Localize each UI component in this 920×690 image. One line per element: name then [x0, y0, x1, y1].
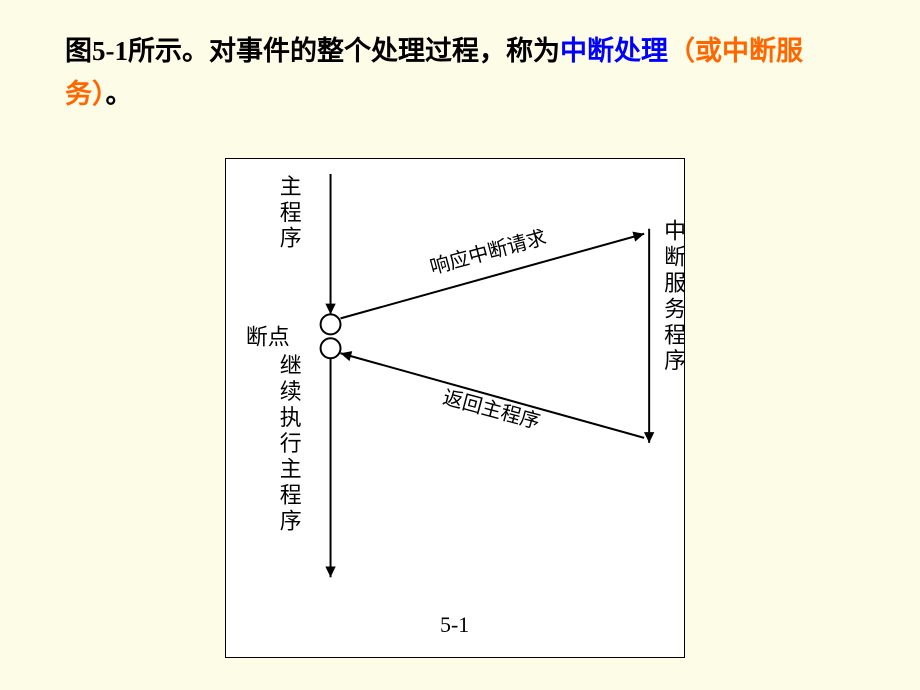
svg-text:执: 执: [280, 405, 302, 430]
svg-text:务: 务: [664, 296, 684, 321]
svg-text:响应中断请求: 响应中断请求: [427, 226, 548, 279]
title-paragraph: 图5-1所示。对事件的整个处理过程，称为中断处理（或中断服务）。: [65, 30, 860, 116]
interrupt-flow-diagram: 主程序断点继续执行主程序中断服务程序响应中断请求返回主程序5-1: [226, 159, 684, 657]
svg-text:主: 主: [280, 457, 302, 482]
svg-text:程: 程: [280, 483, 302, 508]
svg-text:序: 序: [280, 508, 302, 533]
svg-text:主: 主: [280, 174, 302, 199]
svg-text:程: 程: [664, 322, 684, 347]
title-part2-blue: 中断处理: [560, 36, 668, 66]
svg-text:续: 续: [280, 379, 302, 404]
svg-text:5-1: 5-1: [440, 612, 469, 637]
diagram-container: 主程序断点继续执行主程序中断服务程序响应中断请求返回主程序5-1: [225, 158, 685, 658]
svg-text:序: 序: [280, 226, 302, 251]
svg-text:继: 继: [280, 353, 302, 378]
svg-text:断: 断: [664, 245, 684, 270]
svg-text:断点: 断点: [246, 324, 290, 349]
svg-text:序: 序: [664, 348, 684, 373]
title-part1: 图5-1所示。对事件的整个处理过程，称为: [65, 36, 560, 66]
svg-text:服: 服: [664, 271, 684, 296]
svg-text:中: 中: [664, 219, 684, 244]
title-part4: 。: [106, 79, 133, 109]
svg-text:返回主程序: 返回主程序: [440, 386, 542, 434]
svg-text:行: 行: [280, 431, 302, 456]
svg-text:程: 程: [280, 200, 302, 225]
